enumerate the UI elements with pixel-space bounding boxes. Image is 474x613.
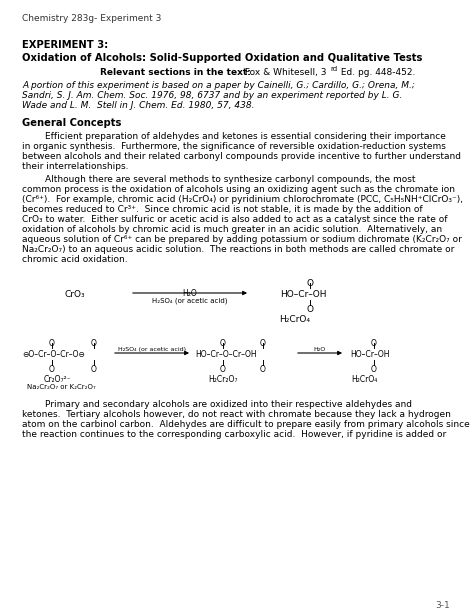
Text: H₂CrO₄: H₂CrO₄ [280, 315, 310, 324]
Text: O: O [49, 365, 55, 374]
Text: Although there are several methods to synthesize carbonyl compounds, the most: Although there are several methods to sy… [22, 175, 416, 184]
Text: O: O [220, 365, 226, 374]
Text: Cr₂O₇²⁻: Cr₂O₇²⁻ [44, 375, 72, 384]
Text: HO–Cr–OH: HO–Cr–OH [280, 290, 327, 299]
Text: O: O [91, 339, 97, 348]
Text: oxidation of alcohols by chromic acid is much greater in an acidic solution.  Al: oxidation of alcohols by chromic acid is… [22, 225, 442, 234]
Text: O: O [371, 339, 377, 348]
Text: between alcohols and their related carbonyl compounds provide incentive to furth: between alcohols and their related carbo… [22, 152, 461, 161]
Text: chromic acid oxidation.: chromic acid oxidation. [22, 255, 128, 264]
Text: O: O [371, 365, 377, 374]
Text: Na₂Cr₂O₇) to an aqueous acidic solution.  The reactions in both methods are call: Na₂Cr₂O₇) to an aqueous acidic solution.… [22, 245, 455, 254]
Text: Na₂Cr₂O₇ or K₂Cr₂O₇: Na₂Cr₂O₇ or K₂Cr₂O₇ [27, 384, 96, 390]
Text: Primary and secondary alcohols are oxidized into their respective aldehydes and: Primary and secondary alcohols are oxidi… [22, 400, 412, 409]
Text: H₂CrO₄: H₂CrO₄ [351, 375, 377, 384]
Text: O: O [220, 339, 226, 348]
Text: ketones.  Tertiary alcohols however, do not react with chromate because they lac: ketones. Tertiary alcohols however, do n… [22, 410, 451, 419]
Text: O: O [49, 339, 55, 348]
Text: Efficient preparation of aldehydes and ketones is essential considering their im: Efficient preparation of aldehydes and k… [22, 132, 446, 141]
Text: H₂O: H₂O [182, 289, 197, 298]
Text: becomes reduced to Cr³⁺.  Since chromic acid is not stable, it is made by the ad: becomes reduced to Cr³⁺. Since chromic a… [22, 205, 423, 214]
Text: CrO₃: CrO₃ [65, 290, 86, 299]
Text: General Concepts: General Concepts [22, 118, 121, 128]
Text: aqueous solution of Cr⁶⁺ can be prepared by adding potassium or sodium dichromat: aqueous solution of Cr⁶⁺ can be prepared… [22, 235, 462, 244]
Text: H₂Cr₂O₇: H₂Cr₂O₇ [208, 375, 237, 384]
Text: rd: rd [330, 66, 337, 72]
Text: CrO₃ to water.  Either sulfuric or acetic acid is also added to act as a catalys: CrO₃ to water. Either sulfuric or acetic… [22, 215, 447, 224]
Text: HO–Cr–OH: HO–Cr–OH [350, 350, 390, 359]
Text: the reaction continues to the corresponding carboxylic acid.  However, if pyridi: the reaction continues to the correspond… [22, 430, 446, 439]
Text: H₂SO₄ (or acetic acid): H₂SO₄ (or acetic acid) [152, 298, 228, 305]
Text: (Cr⁶⁺).  For example, chromic acid (H₂CrO₄) or pyridinium chlorochromate (PCC, C: (Cr⁶⁺). For example, chromic acid (H₂CrO… [22, 195, 463, 204]
Text: Fox & Whitesell, 3: Fox & Whitesell, 3 [242, 68, 327, 77]
Text: HO–Cr–O–Cr–OH: HO–Cr–O–Cr–OH [195, 350, 256, 359]
Text: O: O [307, 305, 313, 314]
Text: Relevant sections in the text:: Relevant sections in the text: [100, 68, 251, 77]
Text: in organic synthesis.  Furthermore, the significance of reversible oxidation-red: in organic synthesis. Furthermore, the s… [22, 142, 446, 151]
Text: Wade and L. M.  Stell in J. Chem. Ed. 1980, 57, 438.: Wade and L. M. Stell in J. Chem. Ed. 198… [22, 101, 255, 110]
Text: A portion of this experiment is based on a paper by Cainelli, G.; Cardillo, G.; : A portion of this experiment is based on… [22, 81, 415, 90]
Text: 3-1: 3-1 [435, 601, 450, 610]
Text: EXPERIMENT 3:: EXPERIMENT 3: [22, 40, 108, 50]
Text: O: O [307, 279, 313, 288]
Text: ⊖O–Cr–O–Cr–O⊖: ⊖O–Cr–O–Cr–O⊖ [22, 350, 85, 359]
Text: atom on the carbinol carbon.  Aldehydes are difficult to prepare easily from pri: atom on the carbinol carbon. Aldehydes a… [22, 420, 470, 429]
Text: H₂SO₄ (or acetic acid): H₂SO₄ (or acetic acid) [118, 347, 186, 352]
Text: Oxidation of Alcohols: Solid-Supported Oxidation and Qualitative Tests: Oxidation of Alcohols: Solid-Supported O… [22, 53, 422, 63]
Text: their interrelationships.: their interrelationships. [22, 162, 128, 171]
Text: H₂O: H₂O [314, 347, 326, 352]
Text: common process is the oxidation of alcohols using an oxidizing agent such as the: common process is the oxidation of alcoh… [22, 185, 455, 194]
Text: O: O [260, 365, 266, 374]
Text: Ed. pg. 448-452.: Ed. pg. 448-452. [338, 68, 415, 77]
Text: O: O [260, 339, 266, 348]
Text: Sandri, S. J. Am. Chem. Soc. 1976, 98, 6737 and by an experiment reported by L. : Sandri, S. J. Am. Chem. Soc. 1976, 98, 6… [22, 91, 402, 100]
Text: O: O [91, 365, 97, 374]
Text: Chemistry 283g- Experiment 3: Chemistry 283g- Experiment 3 [22, 14, 161, 23]
